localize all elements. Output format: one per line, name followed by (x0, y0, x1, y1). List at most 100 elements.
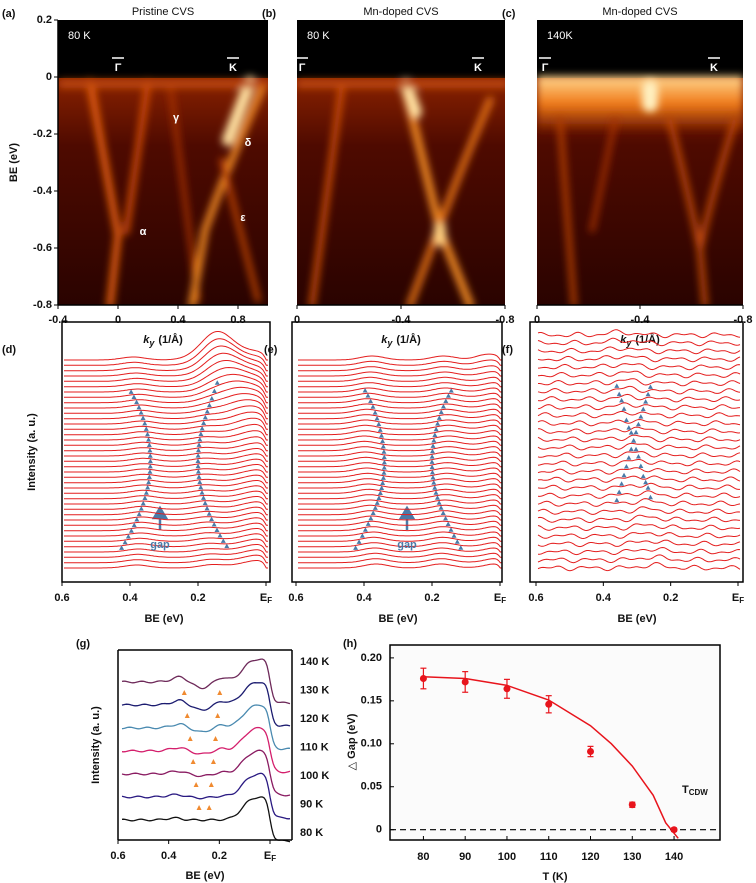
edc-curve (298, 446, 502, 452)
peak-marker (645, 485, 651, 490)
peak-marker (433, 426, 439, 432)
plot-frame (389, 644, 721, 841)
peak-marker (381, 459, 387, 465)
peak-marker (128, 389, 134, 394)
peak-marker (374, 500, 380, 505)
peak-marker (640, 473, 646, 479)
x-tick-label: -0.4 (631, 314, 651, 326)
peak-marker (202, 414, 208, 420)
x-tick-label: -0.8 (496, 314, 515, 326)
tick-label-main: E (264, 850, 271, 862)
x-tick-label: EF (494, 592, 506, 605)
gap-label: gap (150, 539, 170, 551)
peak-marker (208, 782, 214, 787)
edc-curve (298, 510, 502, 516)
panel-label: (c) (502, 8, 516, 20)
x-tick-label: 0 (294, 314, 300, 326)
peak-marker (379, 433, 385, 438)
peak-marker (214, 527, 220, 532)
edc-curve (298, 392, 502, 398)
peak-marker (643, 399, 649, 404)
edc-curve (64, 436, 268, 446)
peak-marker (430, 475, 436, 480)
edc-curve (298, 424, 502, 430)
edc-curve (298, 542, 502, 548)
peak-marker (200, 495, 206, 500)
x-axis-label: T (K) (542, 871, 567, 883)
edc-curve (537, 370, 741, 379)
panel-label: (b) (262, 8, 276, 20)
x-tick-label: -0.4 (392, 314, 412, 326)
peak-marker (443, 515, 449, 521)
x-tick-label: 0.2 (663, 592, 678, 604)
gap-arrows (151, 505, 416, 530)
edc-curves (298, 353, 502, 569)
x-tick-label: 0.6 (288, 592, 303, 604)
peak-marker (147, 463, 153, 469)
peak-marker (197, 436, 203, 442)
band-label: ε (240, 212, 246, 224)
peak-marker (197, 479, 203, 485)
x-label-unit: (1/Å) (396, 333, 421, 346)
edc-curve (64, 393, 268, 409)
peak-marker (379, 485, 385, 491)
temperature-label: 80 K (300, 827, 323, 839)
peak-marker (380, 475, 386, 480)
panel-title: Pristine CVS (132, 6, 194, 18)
edc-curve (64, 331, 268, 361)
edc-curve (537, 561, 741, 572)
edc-curve (298, 387, 502, 393)
peak-marker (195, 469, 201, 474)
data-point (503, 685, 511, 693)
peak-marker (142, 420, 148, 426)
edc-curve (298, 353, 502, 361)
peak-marker (211, 388, 217, 394)
edc-curves (537, 329, 741, 572)
plot-frame (61, 321, 271, 583)
y-tick-label: -0.8 (33, 299, 52, 311)
x-tick-label: 0.4 (122, 592, 138, 604)
peak-marker (628, 430, 634, 435)
edc-curve (298, 419, 502, 425)
edc-curve (121, 726, 291, 774)
edc-curve (537, 385, 741, 395)
peak-marker (140, 415, 146, 421)
peak-marker (438, 409, 444, 415)
temperature-label: 90 K (300, 798, 323, 810)
edc-curve (64, 380, 268, 398)
peak-marker (202, 500, 208, 506)
tcdw-main: T (682, 784, 689, 796)
y-axis-label: BE (eV) (8, 143, 20, 182)
edc-curves (64, 331, 268, 569)
tick-label-main: E (260, 592, 267, 604)
peak-marker (196, 805, 202, 810)
peak-marker (429, 454, 435, 459)
peak-marker (429, 464, 435, 470)
y-tick-label: 0.05 (361, 781, 382, 793)
edc-curve (64, 411, 268, 425)
temperature-label: 80 K (307, 30, 330, 42)
edc-curve (537, 554, 741, 564)
edc-curve (298, 552, 502, 558)
edc-curve (537, 506, 741, 515)
peak-marker (621, 406, 627, 411)
x-tick-label: 0 (115, 314, 121, 326)
edc-curve (537, 451, 741, 459)
peak-marker (635, 453, 641, 459)
peak-marker (370, 404, 376, 409)
peak-marker (445, 393, 451, 398)
peak-marker (187, 736, 193, 741)
edc-curve (298, 483, 502, 489)
peak-marker (626, 425, 632, 430)
peak-marker (635, 421, 641, 427)
peak-marker (614, 497, 620, 503)
edc-curve (298, 472, 502, 478)
edc-curve (64, 528, 268, 537)
x-tick-label: 80 (417, 851, 429, 863)
edc-curve (64, 458, 268, 468)
panel-label: (f) (502, 344, 513, 356)
peak-marker (359, 533, 365, 538)
edc-curve (64, 474, 268, 484)
peak-marker (374, 415, 380, 421)
peak-marker (619, 481, 625, 486)
